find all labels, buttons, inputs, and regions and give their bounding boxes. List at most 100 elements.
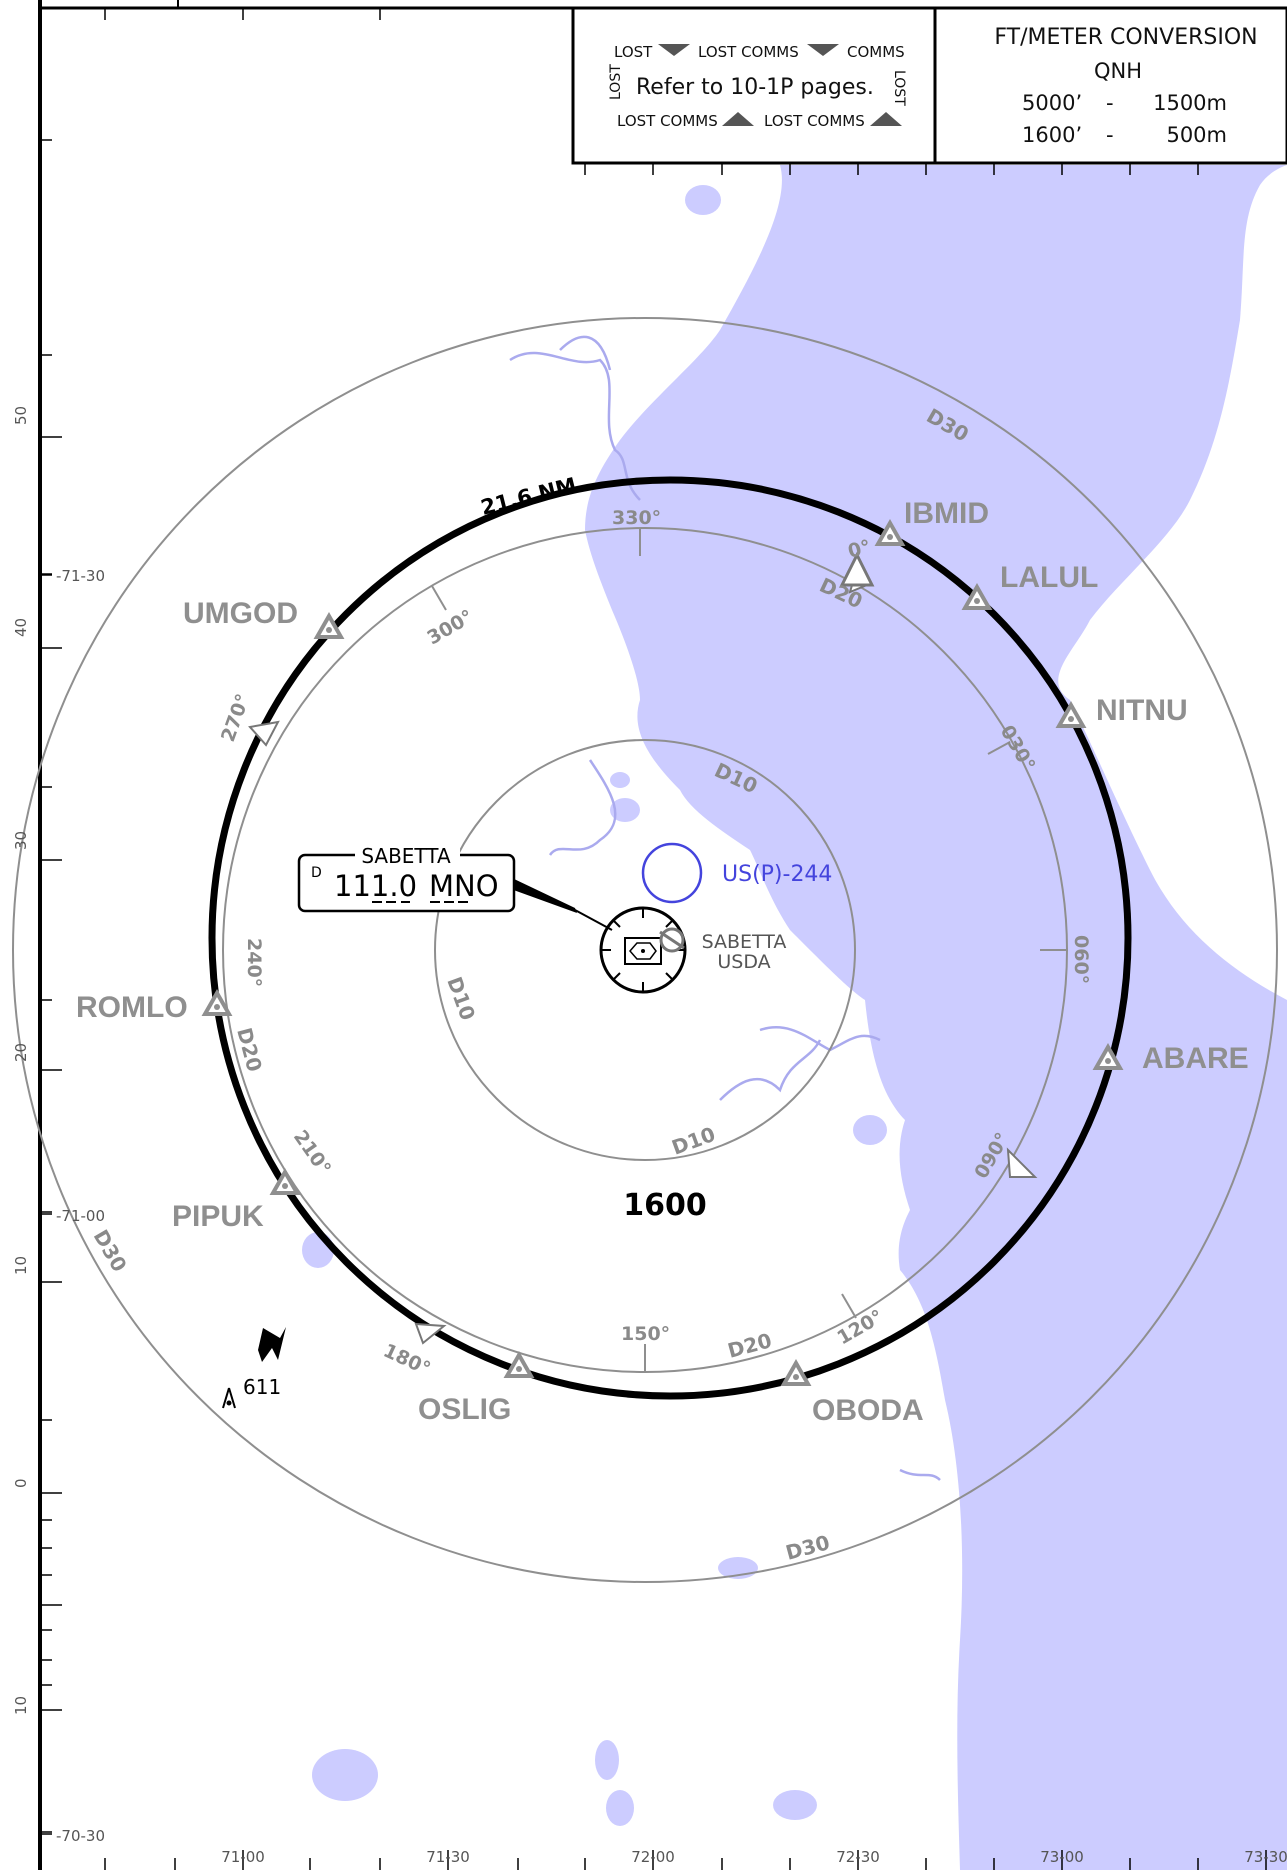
waypoint-triangle-icon: [313, 611, 345, 639]
facility-ident: MNO: [429, 869, 499, 903]
waypoint-pipuk: PIPUK: [172, 1167, 301, 1233]
lake: [606, 1790, 634, 1826]
radial-label: 150°: [621, 1323, 670, 1345]
waypoint-triangle-icon: [503, 1350, 535, 1378]
comms-label: COMMS: [847, 43, 905, 61]
facility-box: SABETTA D 111.0 MNO: [297, 844, 516, 913]
waypoint-umgod: UMGOD: [183, 597, 345, 639]
facility-frequency: 111.0: [334, 869, 417, 903]
up-triangle-icon: [722, 112, 754, 126]
lost-label-vertical: LOST: [891, 70, 907, 106]
svg-text:30: 30: [12, 831, 30, 850]
facility-prefix: D: [311, 865, 322, 881]
lost-comms-label: LOST COMMS: [617, 112, 718, 130]
sea-water-body: [585, 165, 1287, 1870]
water-areas: [302, 165, 1287, 1870]
restricted-area-label: US(P)-244: [722, 862, 832, 887]
d20-label: D20: [725, 1328, 774, 1363]
svg-text:71-00: 71-00: [221, 1848, 265, 1866]
waypoint-oboda: OBODA: [780, 1358, 924, 1427]
left-axis-ticks: [40, 139, 62, 1833]
radial-label: 240°: [243, 938, 265, 987]
waypoints: IBMID LALUL NITNU ABARE OBODA: [76, 497, 1249, 1427]
waypoint-triangle-icon: [201, 988, 233, 1016]
facility-name: SABETTA: [361, 844, 451, 868]
conversion-m-value: 500m: [1166, 123, 1227, 147]
radial-label: 330°: [612, 507, 661, 529]
svg-text:20: 20: [12, 1043, 30, 1062]
restricted-area-circle: [641, 842, 703, 904]
radial-label: 180°: [380, 1340, 434, 1381]
msa-ring: [208, 476, 1132, 1400]
airport-icon: [659, 927, 685, 953]
waypoint-oslig: OSLIG: [418, 1350, 535, 1426]
waypoint-label: NITNU: [1096, 694, 1188, 727]
svg-text:73-30: 73-30: [1244, 1848, 1287, 1866]
waypoint-label: UMGOD: [183, 597, 298, 630]
conversion-title: FT/METER CONVERSION: [994, 25, 1257, 50]
lost-comms-instruction: Refer to 10-1P pages.: [636, 75, 874, 100]
obstacle-elevation: 611: [243, 1375, 281, 1399]
latitude-labels: -71-30 -71-00 -70-30: [40, 567, 105, 1845]
d30-label: D30: [783, 1530, 832, 1565]
obstacle: 611: [222, 1327, 286, 1409]
svg-text:10: 10: [12, 1696, 30, 1715]
conversion-ft-value: 1600’: [1022, 123, 1082, 147]
d10-label: D10: [442, 974, 480, 1024]
svg-text:71-30: 71-30: [426, 1848, 470, 1866]
svg-text:-71-30: -71-30: [56, 567, 105, 585]
radial-label: 270°: [217, 691, 254, 745]
waypoint-nitnu: NITNU: [1055, 694, 1188, 728]
msa-altitude: 1600: [623, 1188, 707, 1223]
waypoint-label: IBMID: [904, 497, 989, 530]
waypoint-triangle-icon: [1055, 700, 1087, 728]
waypoint-label: OBODA: [812, 1394, 924, 1427]
left-axis-labels: 50 40 30 20 10 0 10: [12, 406, 30, 1715]
waypoint-triangle-icon: [874, 518, 906, 546]
conversion-qnh: QNH: [1094, 59, 1142, 83]
conversion-m-value: 1500m: [1153, 91, 1227, 115]
waypoint-triangle-icon: [961, 582, 993, 610]
waypoint-label: PIPUK: [172, 1200, 264, 1233]
svg-text:-70-30: -70-30: [56, 1827, 105, 1845]
special-use-area: US(P)-244: [641, 842, 832, 904]
lost-comms-label: LOST COMMS: [698, 43, 799, 61]
svg-text:40: 40: [12, 618, 30, 637]
up-triangle-icon: [870, 112, 902, 126]
waypoint-label: ROMLO: [76, 991, 188, 1024]
lake: [610, 772, 630, 788]
svg-text:-71-00: -71-00: [56, 1207, 105, 1225]
lost-comms-label: LOST COMMS: [764, 112, 865, 130]
d10-ring: [434, 739, 856, 1161]
vor-dme-station: [599, 906, 687, 994]
conversion-dash: -: [1106, 123, 1114, 147]
radial-label: 060°: [1070, 935, 1092, 984]
airport-name: SABETTA: [702, 931, 787, 953]
msa-radius-label: 21.6 NM: [478, 473, 579, 520]
lake: [853, 1115, 887, 1145]
radial-ticks: [431, 528, 1068, 1372]
svg-text:0: 0: [12, 1478, 30, 1488]
waypoint-label: LALUL: [1000, 561, 1098, 594]
lost-label-vertical: LOST: [608, 64, 624, 100]
arrow-icon: [258, 1327, 286, 1362]
down-triangle-icon: [807, 44, 839, 56]
bottom-axis-labels: 71-00 71-30 72-00 72-30 73-00 73-30: [221, 1848, 1287, 1866]
conversion-ft-value: 5000’: [1022, 91, 1082, 115]
waypoint-label: ABARE: [1142, 1042, 1249, 1075]
svg-text:10: 10: [12, 1256, 30, 1275]
top-axis-ticks: [104, 8, 1199, 175]
obstacle-icon: [222, 1387, 236, 1409]
conversion-dash: -: [1106, 91, 1114, 115]
waypoint-triangle-icon: [269, 1167, 301, 1195]
conversion-box: FT/METER CONVERSION QNH 5000’ - 1500m 16…: [933, 6, 1287, 165]
radial-label: 300°: [424, 606, 478, 650]
airport-code: USDA: [717, 951, 770, 973]
d20-label: D20: [232, 1025, 267, 1074]
d30-ring: [12, 317, 1278, 1583]
lake: [773, 1790, 817, 1820]
facility-leader: [508, 878, 577, 913]
lake: [685, 185, 721, 215]
eastern-coast-land: [1058, 165, 1287, 1000]
